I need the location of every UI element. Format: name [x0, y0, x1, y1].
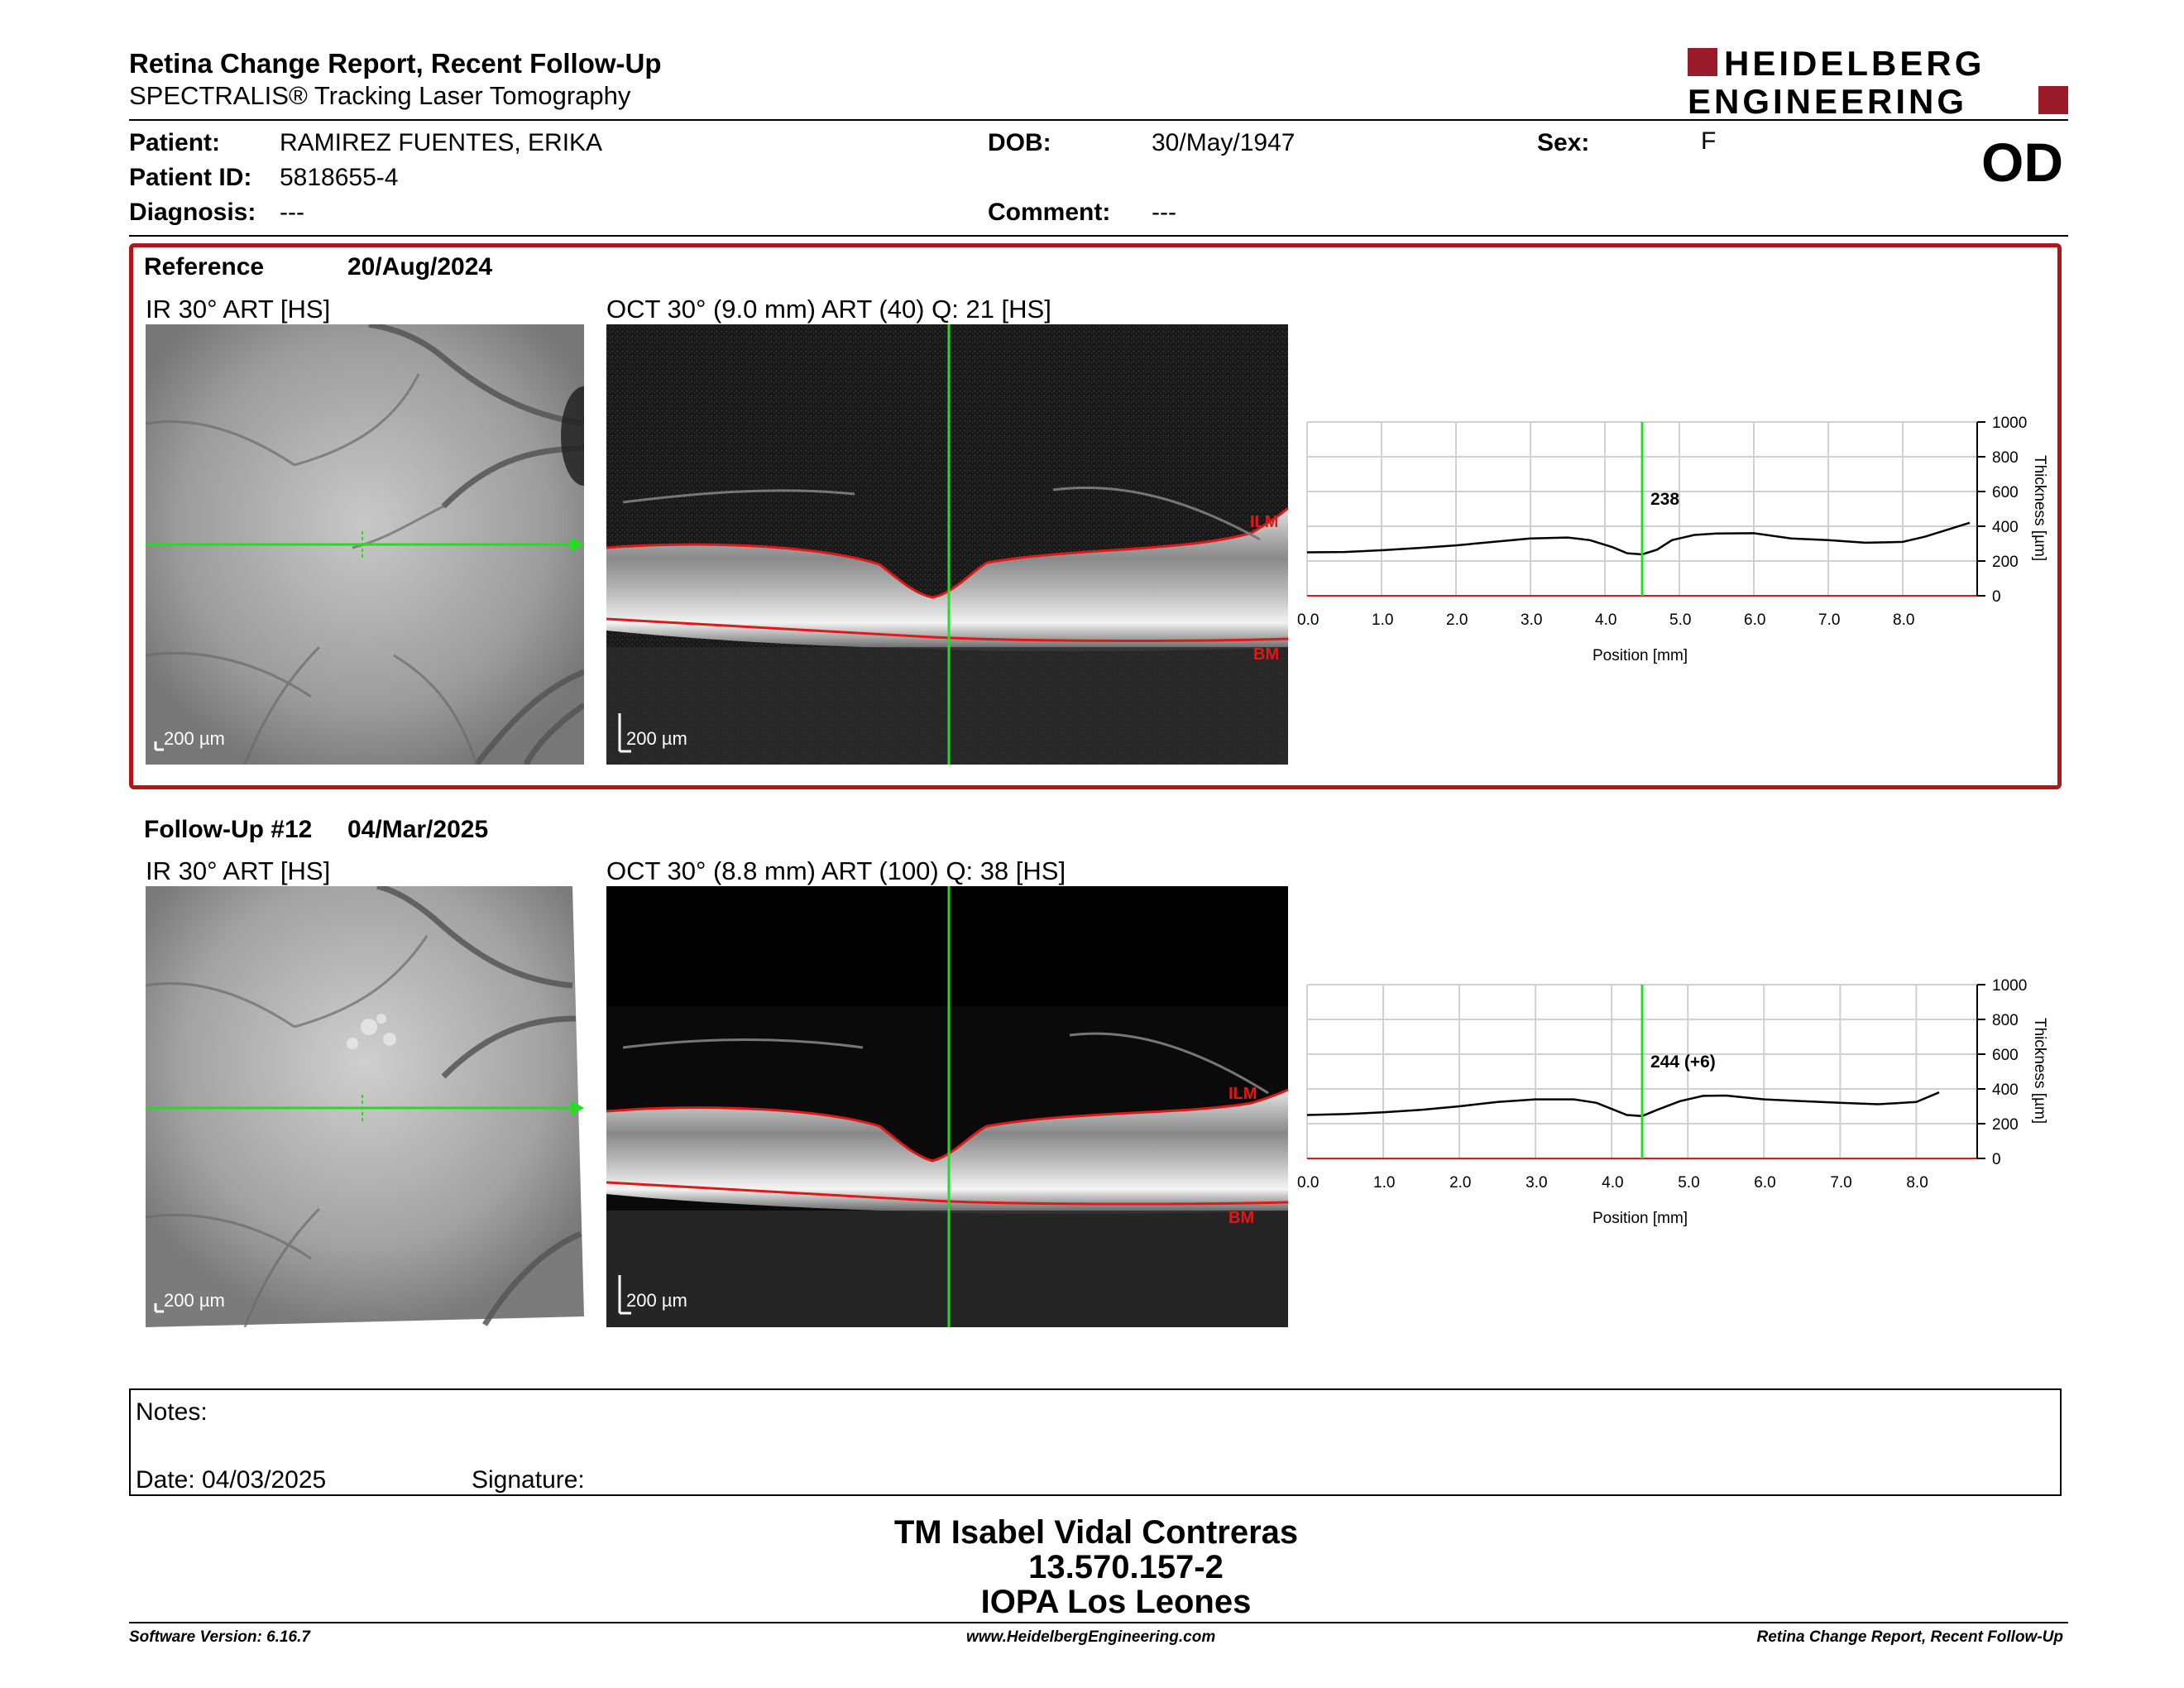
- followup-thickness-chart: 0 200 400 600 800 1000 0.0 1.0 2.0 3.0 4.0 5.0 6.0 7.…: [1297, 977, 2048, 1227]
- followup-ir-label: IR 30° ART [HS]: [146, 856, 331, 885]
- patient-id: 5818655-4: [280, 164, 399, 191]
- x-tick-label: 1.0: [1372, 611, 1393, 629]
- comment-value: ---: [1152, 199, 1176, 226]
- x-tick-label: 0.0: [1297, 611, 1319, 629]
- footer-report-name: Retina Change Report, Recent Follow-Up: [1756, 1628, 2063, 1646]
- reference-bm-label: BM: [1253, 645, 1280, 664]
- x-tick-label: 2.0: [1449, 1174, 1471, 1192]
- logo-line1: HEIDELBERG: [1724, 45, 1985, 83]
- cursor-value-label: 244 (+6): [1650, 1053, 1716, 1072]
- x-tick-label: 5.0: [1669, 611, 1691, 629]
- reference-oct-scale: 200 µm: [626, 728, 687, 749]
- dob-value: 30/May/1947: [1152, 129, 1296, 156]
- diagnosis-value: ---: [280, 199, 304, 226]
- reference-oct-label: OCT 30° (9.0 mm) ART (40) Q: 21 [HS]: [606, 295, 1051, 324]
- software-version: Software Version: 6.16.7: [129, 1628, 310, 1646]
- signature-label[interactable]: Signature:: [472, 1466, 585, 1494]
- x-tick-label: 2.0: [1446, 611, 1468, 629]
- y-tick-label: 0: [1992, 588, 2001, 606]
- y-tick-label: 400: [1992, 519, 2019, 536]
- y-tick-label: 800: [1992, 449, 2019, 467]
- dob-label: DOB:: [988, 129, 1051, 156]
- followup-oct-image: ILM BM 200 µm: [606, 886, 1288, 1327]
- x-tick-label: 4.0: [1602, 1174, 1623, 1192]
- notes-box: [129, 1388, 2062, 1496]
- y-tick-label: 1000: [1992, 415, 2027, 432]
- followup-bm-label: BM: [1228, 1209, 1255, 1227]
- logo-line2: ENGINEERING: [1688, 82, 1967, 117]
- notes-date: Date: 04/03/2025: [136, 1466, 327, 1494]
- y-tick-label: 1000: [1992, 977, 2027, 995]
- reference-thickness-chart: 0 200 400 600 800 1000 0.0 1.0 2.0 3.0 4.0 5.0 6.0 7.…: [1297, 415, 2048, 664]
- y-tick-label: 800: [1992, 1012, 2019, 1029]
- x-tick-label: 6.0: [1744, 611, 1765, 629]
- cursor-value-label: 238: [1650, 490, 1679, 509]
- x-tick-label: 8.0: [1906, 1174, 1928, 1192]
- reference-date: 20/Aug/2024: [347, 253, 493, 281]
- reference-oct-image: ILM BM 200 µm: [606, 324, 1288, 765]
- report-subtitle: SPECTRALIS® Tracking Laser Tomography: [129, 81, 631, 110]
- x-tick-label: 5.0: [1678, 1174, 1699, 1192]
- followup-ilm-label: ILM: [1228, 1085, 1257, 1103]
- x-axis-label: Position [mm]: [1592, 647, 1688, 664]
- diagnosis-label: Diagnosis:: [129, 199, 256, 226]
- x-tick-label: 8.0: [1893, 611, 1914, 629]
- y-tick-label: 0: [1992, 1151, 2001, 1168]
- reference-label: Reference: [144, 253, 265, 281]
- website-link[interactable]: www.HeidelbergEngineering.com: [966, 1628, 1216, 1646]
- reference-frame: [129, 243, 2062, 789]
- patient-id-label: Patient ID:: [129, 164, 252, 191]
- y-tick-label: 600: [1992, 484, 2019, 501]
- followup-oct-label: OCT 30° (8.8 mm) ART (100) Q: 38 [HS]: [606, 856, 1066, 885]
- notes-label: Notes:: [136, 1398, 208, 1426]
- eye-indicator: OD: [1981, 132, 2063, 193]
- x-tick-label: 1.0: [1373, 1174, 1395, 1192]
- clinician-name: TM Isabel Vidal Contreras: [893, 1514, 1299, 1551]
- x-tick-label: 0.0: [1297, 1174, 1319, 1192]
- thickness-line: [1306, 1091, 1940, 1118]
- reference-ir-scale: 200 µm: [164, 728, 225, 749]
- thickness-line: [1306, 521, 1971, 556]
- followup-ir-image: 200 µm: [146, 886, 584, 1327]
- comment-label: Comment:: [988, 199, 1111, 226]
- reference-ir-label: IR 30° ART [HS]: [146, 295, 331, 324]
- followup-date: 04/Mar/2025: [347, 816, 489, 843]
- clinician-id: 13.570.157-2: [1028, 1549, 1224, 1585]
- followup-ir-scale: 200 µm: [164, 1290, 225, 1311]
- y-tick-label: 400: [1992, 1081, 2019, 1099]
- x-tick-label: 7.0: [1830, 1174, 1851, 1192]
- patient-name: RAMIREZ FUENTES, ERIKA: [280, 129, 603, 156]
- followup-oct-scale: 200 µm: [626, 1290, 687, 1311]
- x-axis-label: Position [mm]: [1592, 1210, 1688, 1227]
- clinic-name: IOPA Los Leones: [980, 1584, 1252, 1620]
- reference-ilm-label: ILM: [1250, 513, 1279, 531]
- report-title: Retina Change Report, Recent Follow-Up: [129, 48, 662, 79]
- sex-label: Sex:: [1537, 129, 1590, 156]
- y-axis-label: Thickness [µm]: [2031, 1018, 2048, 1124]
- y-tick-label: 200: [1992, 1116, 2019, 1134]
- x-tick-label: 6.0: [1754, 1174, 1775, 1192]
- sex-value: F: [1701, 127, 1717, 155]
- x-tick-label: 3.0: [1521, 611, 1542, 629]
- followup-label: Follow-Up #12: [144, 816, 313, 843]
- y-tick-label: 600: [1992, 1047, 2019, 1064]
- heidelberg-logo: HEIDELBERG ENGINEERING: [1688, 45, 2068, 117]
- x-tick-label: 7.0: [1818, 611, 1840, 629]
- reference-ir-image: 200 µm: [146, 324, 584, 765]
- x-tick-label: 3.0: [1525, 1174, 1547, 1192]
- y-axis-label: Thickness [µm]: [2031, 455, 2048, 561]
- patient-label: Patient:: [129, 129, 221, 156]
- x-tick-label: 4.0: [1595, 611, 1616, 629]
- y-tick-label: 200: [1992, 554, 2019, 571]
